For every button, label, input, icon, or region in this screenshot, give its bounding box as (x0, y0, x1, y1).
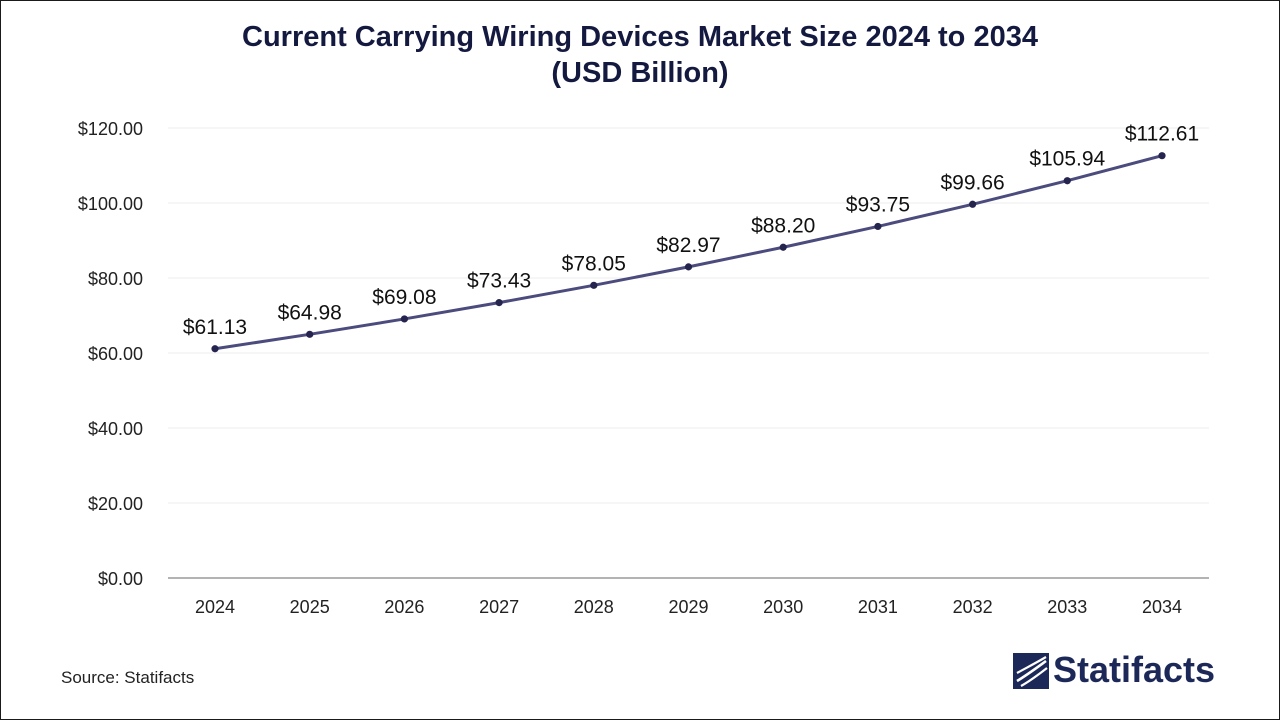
source-note: Source: Statifacts (61, 668, 195, 687)
brand-logo: Statifacts (1013, 649, 1223, 691)
x-tick-label: 2030 (763, 597, 803, 617)
data-point (1158, 152, 1166, 160)
data-label: $61.13 (183, 316, 247, 339)
data-point (400, 315, 408, 323)
data-point (779, 243, 787, 251)
data-point (211, 345, 219, 353)
data-label: $105.94 (1029, 148, 1105, 171)
x-tick-label: 2031 (858, 597, 898, 617)
series-layer (211, 152, 1166, 353)
data-label: $69.08 (372, 286, 436, 309)
data-point (874, 222, 882, 231)
data-point (495, 299, 503, 307)
x-tick-label: 2032 (953, 597, 993, 617)
data-point (306, 330, 314, 338)
data-label: $93.75 (846, 193, 910, 216)
data-label: $88.20 (751, 214, 815, 237)
data-label: $112.61 (1125, 123, 1199, 146)
data-label: $78.05 (562, 252, 626, 275)
y-tick-label: $40.00 (88, 419, 143, 439)
data-labels: $61.13 $64.98 $69.08 $73.43 $78.05 $82.97 $88.… (183, 123, 1199, 339)
y-tick-label: $0.00 (98, 569, 143, 589)
chart-title-line-1: Current Carrying Wiring Devices Market S… (242, 21, 1038, 53)
data-label: $99.66 (940, 171, 1004, 194)
y-tick-labels: $0.00 $20.00 $40.00 $60.00 $80.00 $100.00 $120… (78, 119, 143, 589)
x-tick-label: 2033 (1047, 597, 1087, 617)
data-point (590, 281, 598, 289)
y-tick-label: $60.00 (88, 344, 143, 364)
gridlines (168, 127, 1209, 504)
x-tick-label: 2025 (290, 597, 330, 617)
y-tick-label: $20.00 (88, 494, 143, 514)
x-tick-labels: 2024 2025 2026 2027 2028 2029 2030 2031 2032 2033… (195, 597, 1182, 617)
x-tick-label: 2024 (195, 597, 235, 617)
data-point (684, 263, 693, 271)
chart-title: Current Carrying Wiring Devices Market S… (1, 19, 1279, 91)
data-point (969, 200, 977, 208)
x-tick-label: 2026 (384, 597, 424, 617)
chart-title-line-2: (USD Billion) (551, 57, 729, 89)
data-label: $73.43 (467, 270, 531, 293)
x-tick-label: 2034 (1142, 597, 1182, 617)
brand-name: Statifacts (1053, 649, 1216, 690)
statifacts-logo-icon (1013, 653, 1049, 689)
y-tick-label: $100.00 (78, 194, 143, 214)
data-point (1063, 177, 1071, 185)
data-label: $82.97 (656, 234, 720, 257)
x-tick-label: 2027 (479, 597, 519, 617)
y-tick-label: $120.00 (78, 119, 143, 139)
data-label: $64.98 (278, 301, 342, 324)
y-tick-label: $80.00 (88, 269, 143, 289)
x-tick-label: 2028 (574, 597, 614, 617)
x-tick-label: 2029 (668, 597, 708, 617)
